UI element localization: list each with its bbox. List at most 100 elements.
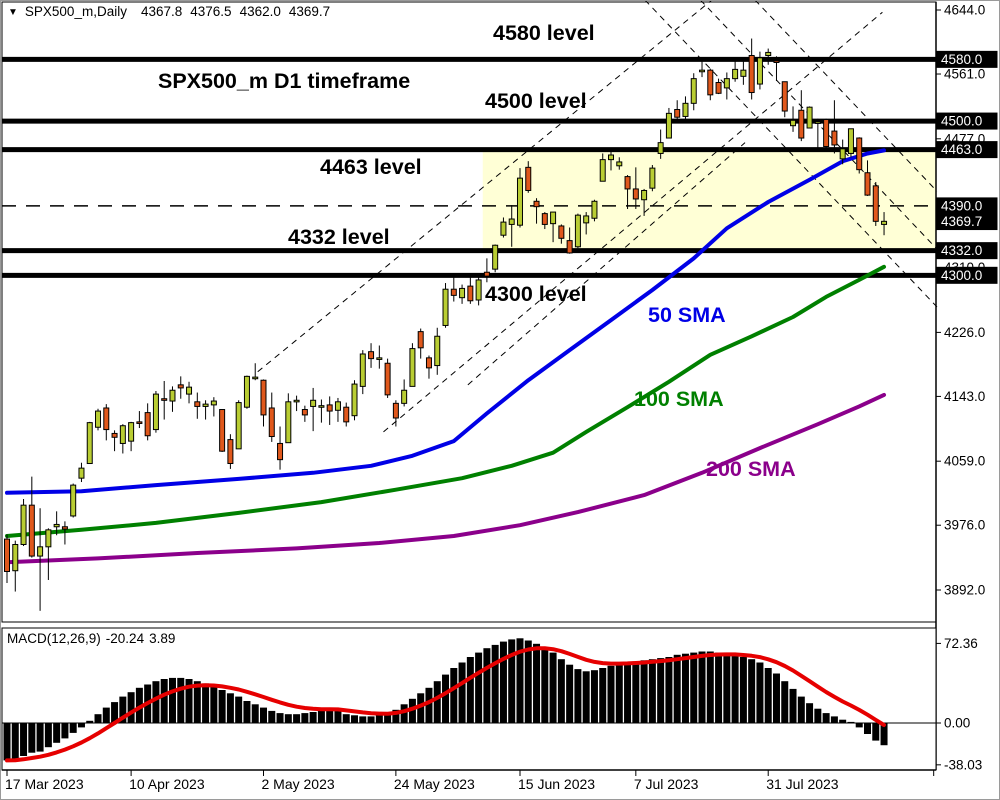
candle-body	[334, 401, 341, 411]
time-tick-label: 15 Jun 2023	[518, 776, 595, 792]
candle-body	[219, 409, 226, 452]
macd-histogram-bar	[640, 660, 648, 723]
macd-histogram-bar	[202, 683, 210, 723]
candle-body	[152, 393, 159, 431]
candle-body	[326, 404, 333, 412]
candle-body	[707, 69, 714, 96]
macd-histogram-bar	[715, 652, 723, 723]
candle-body	[252, 376, 259, 380]
candle-body	[70, 484, 77, 517]
falling-channel-3[interactable]	[754, 0, 938, 192]
macd-histogram-bar	[309, 712, 317, 723]
price-tick-label: 4226.0	[944, 325, 985, 340]
candle-body	[616, 161, 623, 167]
price-tick-label: 4143.0	[944, 389, 985, 404]
macd-histogram-bar	[226, 693, 234, 723]
quote-open: 4367.8	[140, 4, 183, 19]
annotation-50-sma: 50 SMA	[648, 303, 726, 327]
macd-signal-line[interactable]	[5, 646, 886, 763]
candle-body	[310, 399, 317, 407]
candle-body	[773, 60, 780, 64]
annotation-4332-level: 4332 level	[288, 225, 390, 249]
price-tick-label: 4644.0	[944, 3, 985, 18]
candle-body	[657, 142, 664, 154]
candle-body	[53, 523, 60, 528]
falling-channel-2[interactable]	[699, 0, 938, 250]
macd-histogram-bar	[119, 696, 127, 723]
macd-histogram-bar	[475, 652, 483, 723]
candle-body	[136, 421, 143, 424]
candle-body	[442, 288, 449, 326]
macd-histogram-bar	[632, 661, 640, 723]
macd-histogram-bar	[127, 692, 135, 723]
candle-body	[318, 405, 325, 408]
macd-histogram-bar	[359, 716, 367, 723]
candle-body	[649, 167, 656, 189]
macd-histogram-bar	[375, 715, 383, 723]
macd-histogram-bar	[77, 723, 85, 728]
macd-histogram-bar	[44, 723, 52, 748]
sma-50-line[interactable]	[5, 148, 886, 495]
macd-histogram-bar	[86, 720, 94, 723]
macd-histogram-bar	[830, 716, 838, 723]
candle-body	[293, 399, 300, 403]
macd-histogram-bar	[259, 707, 267, 723]
candles-layer	[4, 38, 888, 611]
candle-body	[128, 422, 135, 442]
candle-body	[111, 432, 118, 438]
macd-histogram-bar	[53, 723, 61, 743]
candle-body	[268, 407, 275, 438]
annotation-4300-level: 4300 level	[485, 282, 587, 306]
macd-histogram-bar	[508, 639, 516, 723]
candle-body	[392, 402, 399, 419]
macd-histogram-bar	[797, 696, 805, 723]
candle-body	[103, 407, 110, 431]
price-badge-label: 4500.0	[941, 114, 982, 129]
macd-histogram-bar	[351, 715, 359, 723]
macd-histogram-bar	[384, 714, 392, 723]
macd-histogram-bar	[781, 681, 789, 723]
levels-layer	[2, 56, 936, 278]
price-badge-label: 4369.7	[941, 214, 982, 229]
candle-body	[574, 214, 581, 248]
macd-histogram-bar	[681, 653, 689, 723]
consolidation-zone-layer	[482, 149, 936, 251]
candle-body	[823, 119, 830, 148]
rising-channel-lower[interactable]	[383, 11, 883, 433]
candle-body	[285, 401, 292, 444]
quote-close: 4369.7	[288, 4, 331, 19]
candle-body	[119, 425, 126, 444]
macd-histogram-bar	[814, 708, 822, 723]
falling-channel-1[interactable]	[644, 0, 938, 308]
candle-body	[872, 185, 879, 222]
time-tick-label: 2 May 2023	[261, 776, 334, 792]
macd-main-value: -20.24	[105, 631, 145, 646]
candle-body	[434, 335, 441, 367]
macd-histogram-bar	[615, 663, 623, 723]
macd-histogram-bar	[458, 662, 466, 723]
candle-body	[516, 177, 523, 226]
candle-body	[376, 357, 383, 360]
candle-body	[227, 439, 234, 465]
macd-histogram-bar	[789, 688, 797, 723]
candle-body	[86, 422, 93, 465]
sma-200-line[interactable]	[5, 392, 886, 565]
collapse-arrow-icon[interactable]: ▼	[8, 7, 18, 18]
candle-body	[351, 383, 358, 417]
rising-channel-upper[interactable]	[257, 0, 713, 373]
quote-low: 4362.0	[239, 4, 281, 19]
sma-100-line[interactable]	[5, 264, 886, 538]
macd-histogram-bar	[657, 658, 665, 723]
candle-body	[847, 128, 854, 154]
macd-histogram-bar	[367, 716, 375, 723]
macd-histogram-bar	[491, 644, 499, 723]
candle-body	[235, 402, 242, 450]
macd-histogram-bar	[326, 709, 334, 723]
candle-body	[45, 529, 52, 548]
macd-histogram-bar	[624, 662, 632, 723]
macd-histogram-bar	[541, 648, 549, 723]
candle-body	[665, 112, 672, 139]
price-axis: 4644.04561.04477.04310.04226.04143.04059…	[935, 2, 998, 770]
candle-body	[483, 271, 490, 277]
